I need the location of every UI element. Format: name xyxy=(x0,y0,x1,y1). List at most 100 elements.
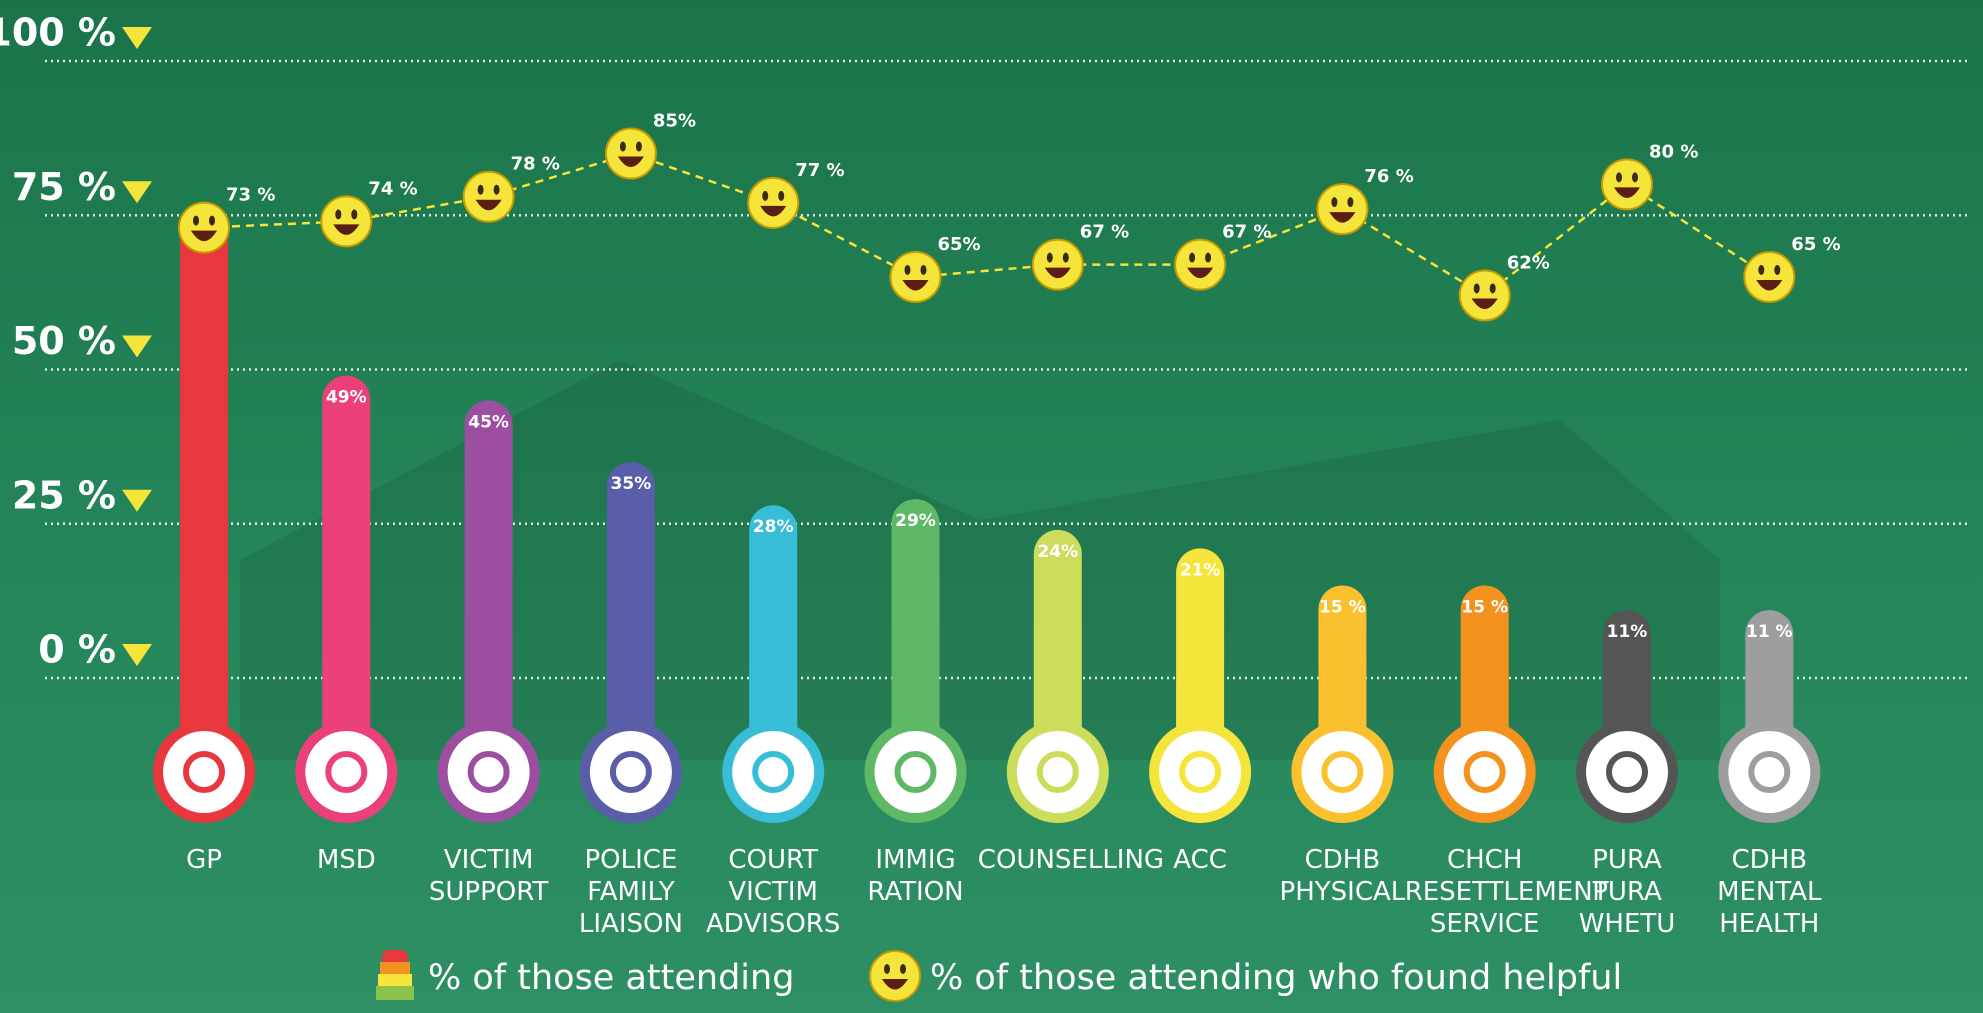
value-label: 45% xyxy=(468,412,509,432)
icon-disc xyxy=(1301,731,1383,813)
x-tick-label: VICTIM SUPPORT xyxy=(409,844,569,908)
emoji-eye xyxy=(494,185,500,195)
emoji-eye xyxy=(620,142,626,152)
value-label: 76 % xyxy=(1364,166,1413,187)
helpful-marker xyxy=(1744,252,1794,302)
helpful-marker xyxy=(179,203,229,253)
icon-disc xyxy=(590,731,672,813)
emoji-face xyxy=(870,951,920,1001)
x-tick-label: PURA PURA WHETU xyxy=(1547,844,1707,940)
y-tick-label: 25 % xyxy=(12,473,116,517)
helpful-marker xyxy=(1175,240,1225,290)
legend-bar-icon xyxy=(376,950,414,1000)
x-tick-label: IMMIG RATION xyxy=(836,844,996,908)
value-label: 65 % xyxy=(1791,234,1840,255)
x-tick-label: GP xyxy=(124,844,284,876)
legend-label: % of those attending xyxy=(428,958,794,998)
emoji-eye xyxy=(209,216,215,226)
emoji-eye xyxy=(1758,265,1764,275)
icon-disc xyxy=(163,731,245,813)
value-label: 67 % xyxy=(1080,222,1129,243)
value-label: 67 % xyxy=(1222,222,1271,243)
helpful-marker xyxy=(1460,270,1510,320)
icon-disc xyxy=(732,731,814,813)
emoji-face xyxy=(1175,240,1225,290)
legend-label: % of those attending who found helpful xyxy=(930,958,1622,998)
emoji-eye xyxy=(1616,172,1622,182)
value-label: 74 % xyxy=(368,178,417,199)
x-tick-label: MSD xyxy=(266,844,426,876)
legend-swatch xyxy=(378,974,412,986)
emoji-eye xyxy=(884,964,890,974)
value-label: 29% xyxy=(895,511,936,531)
value-label: 11 % xyxy=(1746,622,1793,642)
icon-disc xyxy=(1586,731,1668,813)
x-tick-label: COURT VICTIM ADVISORS xyxy=(693,844,853,940)
emoji-eye xyxy=(1490,283,1496,293)
emoji-face xyxy=(1317,184,1367,234)
tick-marker xyxy=(122,490,152,512)
helpful-marker xyxy=(748,178,798,228)
x-tick-label: CHCH RESETTLEMENT SERVICE xyxy=(1405,844,1565,940)
legend-swatch xyxy=(380,962,410,974)
emoji-eye xyxy=(335,209,341,219)
y-tick-label: 0 % xyxy=(38,628,116,672)
value-label: 49% xyxy=(326,388,367,408)
emoji-eye xyxy=(351,209,357,219)
icon-disc xyxy=(305,731,387,813)
bar xyxy=(465,400,513,772)
icon-disc xyxy=(448,731,530,813)
emoji-eye xyxy=(478,185,484,195)
value-label: 15 % xyxy=(1461,597,1508,617)
icon-disc xyxy=(1728,731,1810,813)
value-label: 62% xyxy=(1507,252,1550,273)
tick-marker xyxy=(122,644,152,666)
helpful-marker xyxy=(1317,184,1367,234)
legend-swatch xyxy=(376,986,414,1000)
emoji-face xyxy=(748,178,798,228)
emoji-eye xyxy=(1047,253,1053,263)
value-label: 28% xyxy=(753,517,794,537)
emoji-eye xyxy=(193,216,199,226)
emoji-face xyxy=(321,196,371,246)
value-label: 77 % xyxy=(795,160,844,181)
emoji-face xyxy=(1460,270,1510,320)
helpful-marker xyxy=(606,129,656,179)
helpful-marker xyxy=(891,252,941,302)
emoji-face xyxy=(1602,159,1652,209)
helpful-line xyxy=(204,154,1769,296)
helpful-marker xyxy=(1602,159,1652,209)
value-label: 65% xyxy=(938,234,981,255)
icon-disc xyxy=(875,731,957,813)
legend-swatch xyxy=(382,950,408,964)
emoji-eye xyxy=(1063,253,1069,263)
emoji-face xyxy=(179,203,229,253)
value-label: 80 % xyxy=(1649,141,1698,162)
value-label: 15 % xyxy=(1319,597,1366,617)
x-tick-label: POLICE FAMILY LIAISON xyxy=(551,844,711,940)
emoji-eye xyxy=(636,142,642,152)
value-label: 73 % xyxy=(226,185,275,206)
emoji-eye xyxy=(778,191,784,201)
tick-marker xyxy=(122,181,152,203)
bar xyxy=(322,376,370,772)
emoji-eye xyxy=(1205,253,1211,263)
value-label: 85% xyxy=(653,111,696,132)
legend-line-icon xyxy=(870,951,920,1001)
x-tick-label: CDHB PHYSICAL xyxy=(1262,844,1422,908)
x-tick-label: ACC xyxy=(1120,844,1280,876)
emoji-eye xyxy=(900,964,906,974)
emoji-eye xyxy=(1189,253,1195,263)
emoji-face xyxy=(1033,240,1083,290)
helpful-marker xyxy=(321,196,371,246)
value-label: 21% xyxy=(1180,560,1221,580)
bar xyxy=(180,209,228,772)
value-label: 11% xyxy=(1607,622,1648,642)
emoji-eye xyxy=(1632,172,1638,182)
y-tick-label: 100 % xyxy=(0,11,116,55)
emoji-face xyxy=(464,172,514,222)
emoji-eye xyxy=(1774,265,1780,275)
chart: 0 %25 %50 %75 %100 %76%49%45%35%28%29%24… xyxy=(0,0,1983,1013)
tick-marker xyxy=(122,27,152,49)
emoji-eye xyxy=(1347,197,1353,207)
